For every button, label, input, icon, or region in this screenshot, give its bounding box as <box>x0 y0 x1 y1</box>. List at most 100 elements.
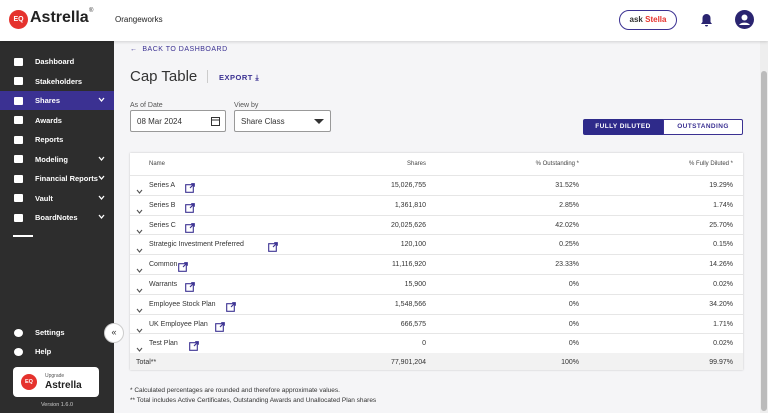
column-header: % Fully Diluted * <box>688 161 733 167</box>
view-select[interactable]: Share Class <box>234 110 331 132</box>
icon <box>14 116 23 124</box>
expand-chevron[interactable] <box>136 321 143 339</box>
nav-item[interactable]: Shares <box>0 91 114 110</box>
open-link-icon[interactable] <box>267 239 278 257</box>
open-link-icon[interactable] <box>177 259 188 277</box>
header: EQ Astrella ® Orangeworks ask Stella <box>0 0 768 41</box>
divider <box>207 70 208 83</box>
cell: 0.02% <box>713 340 733 348</box>
total-cell: 100% <box>561 359 579 367</box>
label: Vault <box>35 193 53 203</box>
expand-chevron[interactable] <box>136 281 143 299</box>
nav-item[interactable]: Stakeholders <box>0 72 114 91</box>
cell: 0% <box>568 281 579 288</box>
cell: 0.15% <box>713 241 733 249</box>
nav-item[interactable]: Vault <box>0 189 114 208</box>
chevron <box>98 96 105 105</box>
label: Dashboard <box>35 57 75 66</box>
ask-prefix: ask <box>629 15 643 24</box>
collapse-button[interactable]: « <box>104 323 124 343</box>
cell: 20,025,626 <box>390 221 426 229</box>
date-input[interactable]: 08 Mar 2024 <box>130 110 226 132</box>
cell: Strategic Investment Preferred <box>149 241 244 249</box>
label: Help <box>35 347 52 356</box>
nav-item[interactable]: Modeling <box>0 150 114 169</box>
scrollbar[interactable] <box>760 41 768 413</box>
export-button[interactable]: EXPORT ⤓ <box>219 73 260 82</box>
scroll-thumb[interactable] <box>761 71 767 411</box>
row-divider <box>130 175 743 176</box>
cell: 14.26% <box>709 261 733 269</box>
open-link-icon[interactable] <box>185 180 195 198</box>
nav-item[interactable]: Financial Reports <box>0 169 114 188</box>
logo-mark: ® <box>89 8 94 14</box>
ask-stella-button[interactable]: ask Stella <box>619 10 677 30</box>
dropdown-arrow <box>314 119 324 124</box>
total-cell: Total** <box>136 359 157 367</box>
chevron-icon <box>136 308 143 313</box>
profile-icon[interactable] <box>735 10 754 29</box>
row-divider <box>130 234 743 236</box>
nav-settings[interactable]: Settings <box>0 323 114 342</box>
expand-chevron[interactable] <box>136 261 143 279</box>
label: Shares <box>35 96 61 105</box>
cell: Employee Stock Plan <box>149 300 216 308</box>
column-header: % Outstanding * <box>535 161 579 167</box>
expand-chevron[interactable] <box>136 182 143 200</box>
chevron <box>98 155 105 164</box>
toggle-fully-diluted[interactable]: FULLY DILUTED <box>583 119 663 135</box>
total-cell: 99.97% <box>709 359 733 367</box>
expand-chevron[interactable] <box>136 241 143 259</box>
page-title: Cap Table <box>130 68 198 85</box>
back-link[interactable]: ← BACK TO DASHBOARD <box>130 46 228 53</box>
total-row <box>130 353 743 370</box>
chevron <box>98 213 105 222</box>
open-link-icon[interactable] <box>185 220 195 238</box>
chevron <box>98 194 105 203</box>
view-value: Share Class <box>241 117 285 126</box>
sidebar: Settings Help « EQ Upgrade Astrella Vers… <box>0 41 124 413</box>
icon <box>14 155 23 163</box>
label: Reports <box>35 135 64 144</box>
chevron-icon <box>136 288 143 293</box>
row-divider <box>130 254 743 256</box>
label: Settings <box>35 328 65 337</box>
nav-item[interactable]: Dashboard <box>0 52 114 71</box>
cell: 0 <box>422 340 426 348</box>
open-link-icon[interactable] <box>185 279 195 297</box>
icon <box>14 135 23 144</box>
cell: 15,900 <box>404 281 426 288</box>
nav-item[interactable]: Reports <box>0 130 114 149</box>
notification-icon[interactable] <box>700 13 713 27</box>
nav-item[interactable]: Awards <box>0 111 114 130</box>
toggle-outstanding[interactable]: OUTSTANDING <box>663 119 743 135</box>
expand-chevron[interactable] <box>136 222 143 240</box>
open-link-icon[interactable] <box>226 299 237 317</box>
version: Version 1.6.0 <box>40 402 74 408</box>
cell: 11,116,920 <box>392 261 426 269</box>
open-link-icon[interactable] <box>215 319 225 337</box>
chevron-icon <box>98 214 105 220</box>
open-link-icon[interactable] <box>188 338 199 356</box>
expand-chevron[interactable] <box>136 301 143 319</box>
cell: 19.29% <box>709 182 733 189</box>
nav-help[interactable]: Help <box>0 342 114 361</box>
expand-chevron[interactable] <box>136 340 143 358</box>
nav-item[interactable]: BoardNotes <box>0 208 114 227</box>
link-icon <box>177 262 188 273</box>
row-divider <box>130 293 743 295</box>
expand-chevron[interactable] <box>136 202 143 220</box>
upgrade-card[interactable]: EQ Upgrade Astrella <box>13 367 99 397</box>
icon <box>14 77 23 85</box>
cell: 34.20% <box>709 300 733 308</box>
chevron-icon <box>136 348 143 353</box>
upgrade-badge: EQ <box>21 374 37 390</box>
cell: Series B <box>149 201 176 209</box>
date-label: As of Date <box>130 102 163 109</box>
cell: 31.52% <box>555 182 579 189</box>
cell: 0.02% <box>713 281 733 288</box>
open-link-icon[interactable] <box>185 200 195 218</box>
logo[interactable]: Astrella <box>30 9 89 26</box>
ask-name: Stella <box>645 15 667 24</box>
cell: 0% <box>568 300 579 308</box>
